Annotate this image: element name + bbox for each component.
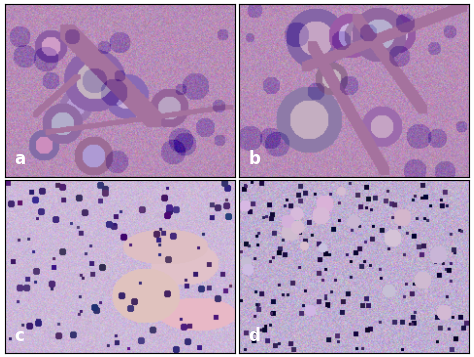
Text: a: a xyxy=(14,150,25,168)
Text: d: d xyxy=(248,327,260,345)
Text: c: c xyxy=(14,327,24,345)
Text: b: b xyxy=(248,150,260,168)
